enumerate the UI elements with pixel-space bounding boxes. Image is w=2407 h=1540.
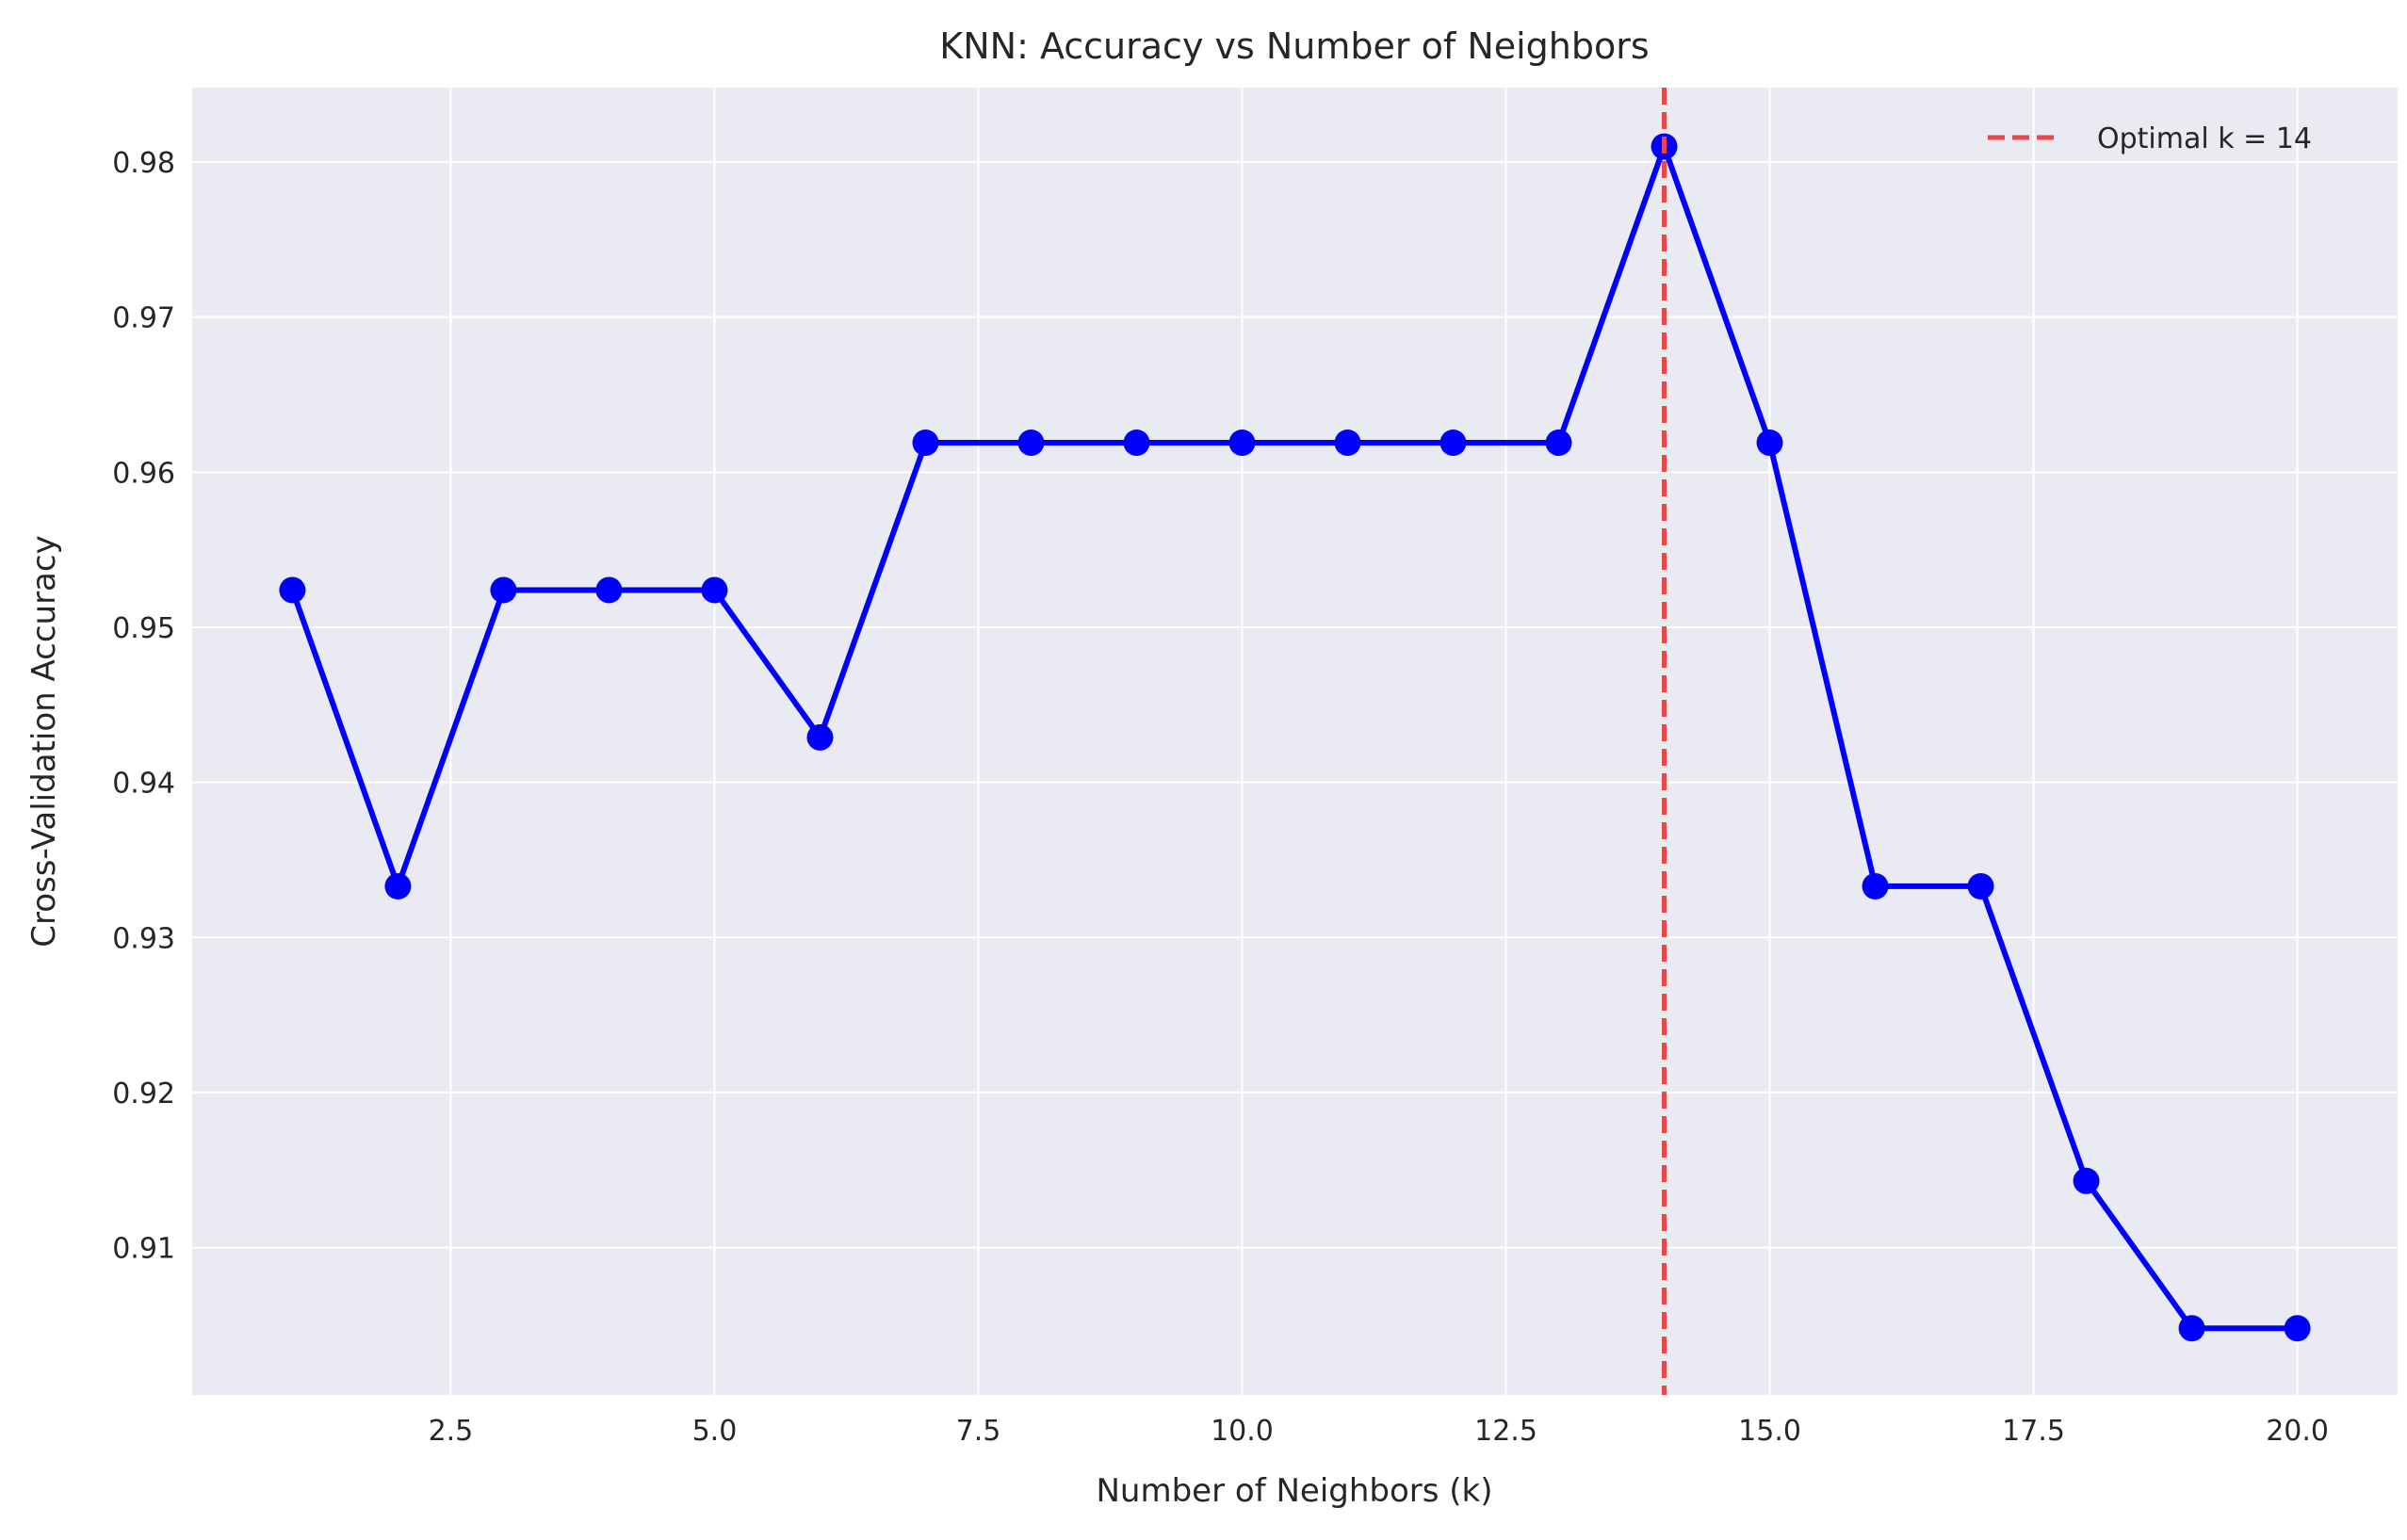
y-tick-label: 0.94 [112,768,175,801]
y-tick-label: 0.97 [112,302,175,335]
data-point [2178,1315,2205,1342]
x-tick-label: 7.5 [956,1415,1001,1448]
y-axis-label: Cross-Validation Accuracy [25,535,63,947]
data-point [490,576,517,604]
data-point [2073,1167,2100,1194]
x-tick-label: 12.5 [1474,1415,1537,1448]
data-point [912,430,939,457]
data-point [1756,430,1783,457]
x-axis-label: Number of Neighbors (k) [1097,1472,1493,1510]
data-point [1862,872,1889,900]
x-tick-label: 2.5 [429,1415,474,1448]
data-point [1017,430,1045,457]
x-tick-label: 17.5 [2002,1415,2065,1448]
data-point [279,576,306,604]
data-point [384,872,412,900]
y-tick-label: 0.93 [112,922,175,955]
x-tick-label: 20.0 [2266,1415,2329,1448]
plot-area [192,88,2398,1395]
y-tick-label: 0.96 [112,457,175,490]
series-line [289,143,2298,1332]
data-point [2284,1315,2311,1342]
data-point [1123,430,1150,457]
y-tick-label: 0.92 [112,1078,175,1110]
x-tick-label: 10.0 [1211,1415,1274,1448]
legend-label-optimal-k: Optimal k = 14 [2097,122,2312,155]
y-tick-label: 0.98 [112,147,175,180]
y-tick-labels: 0.91 0.92 0.93 0.94 0.95 0.96 0.97 0.98 [112,147,175,1266]
data-point [701,576,728,604]
data-point [1545,430,1572,457]
chart-title: KNN: Accuracy vs Number of Neighbors [939,25,1649,67]
grid [192,88,2398,1395]
legend: Optimal k = 14 [1988,122,2312,155]
y-tick-label: 0.91 [112,1233,175,1266]
data-point [1439,430,1467,457]
x-tick-label: 5.0 [692,1415,738,1448]
x-tick-labels: 2.5 5.0 7.5 10.0 12.5 15.0 17.5 20.0 [429,1415,2329,1448]
data-point [1967,872,1994,900]
data-point [806,723,834,751]
data-point [1228,430,1256,457]
y-tick-label: 0.95 [112,612,175,645]
x-tick-label: 15.0 [1738,1415,1801,1448]
data-point [595,576,623,604]
data-point [1334,430,1361,457]
